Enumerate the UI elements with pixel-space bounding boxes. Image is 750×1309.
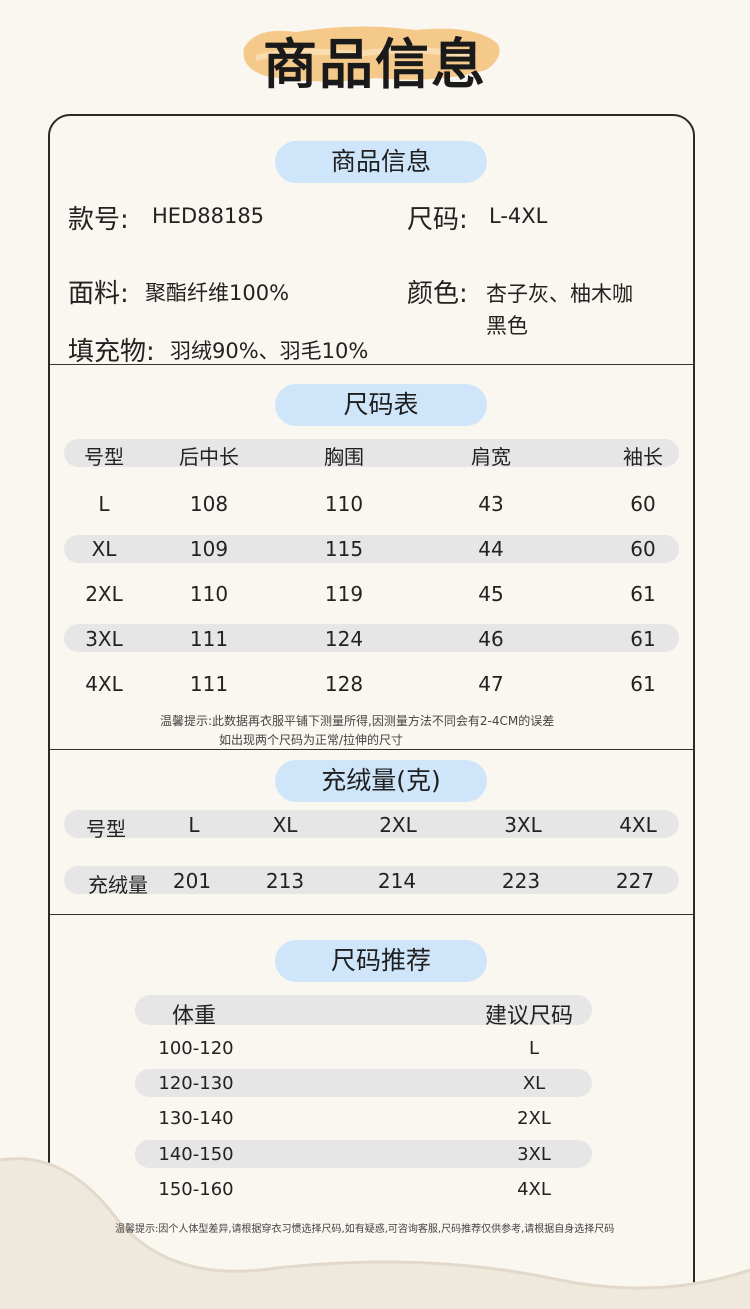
- down-fill-value: 223: [501, 869, 541, 893]
- fabric-value: 聚酯纤维100%: [145, 281, 290, 305]
- table-row: [64, 624, 679, 652]
- size-chart-cell: 61: [630, 672, 656, 696]
- down-fill-size: 3XL: [504, 813, 542, 837]
- style-number-label: 款号:: [68, 205, 129, 235]
- color-value-line1: 杏子灰、柚木咖: [486, 282, 633, 306]
- size-chart-cell: 110: [189, 582, 229, 606]
- size-chart-header: 后中长: [179, 445, 239, 469]
- size-chart-cell: 115: [324, 537, 364, 561]
- size-chart-note-line1: 温馨提示:此数据再衣服平铺下测量所得,因测量方法不同会有2-4CM的误差: [160, 714, 555, 728]
- size-chart-cell: 128: [324, 672, 364, 696]
- color-value-line2: 黑色: [486, 314, 528, 338]
- page-title: 商品信息: [263, 33, 487, 96]
- down-fill-row-label: 充绒量: [88, 873, 148, 897]
- size-chart-header: 号型: [84, 445, 124, 469]
- section-divider: [48, 364, 695, 365]
- size-chart-cell: XL: [91, 537, 117, 561]
- recommend-size: 3XL: [517, 1144, 551, 1165]
- size-chart-cell: 2XL: [85, 582, 123, 606]
- size-chart-cell: 61: [630, 582, 656, 606]
- down-fill-size: 4XL: [619, 813, 657, 837]
- page-header: 商品信息: [0, 0, 750, 100]
- size-chart-cell: 3XL: [85, 627, 123, 651]
- size-chart-cell: 111: [189, 672, 229, 696]
- recommend-size: XL: [522, 1073, 546, 1094]
- size-chart-cell: 47: [478, 672, 504, 696]
- recommend-weight: 140-150: [158, 1144, 234, 1165]
- size-chart-header: 肩宽: [471, 445, 511, 469]
- style-number-value: HED88185: [152, 204, 265, 228]
- section-divider: [48, 914, 695, 915]
- down-fill-header-bar: [64, 810, 679, 838]
- table-row: [64, 535, 679, 563]
- table-row: [135, 1069, 592, 1097]
- size-chart-header-bar: [64, 439, 679, 467]
- down-fill-size: 2XL: [379, 813, 417, 837]
- info-card: [48, 114, 695, 1309]
- size-chart-cell: 4XL: [85, 672, 123, 696]
- down-fill-size: L: [188, 813, 200, 837]
- size-chart-cell: 124: [324, 627, 364, 651]
- color-label: 颜色:: [407, 279, 468, 309]
- size-chart-cell: 119: [324, 582, 364, 606]
- size-chart-header: 袖长: [623, 445, 663, 469]
- size-chart-cell: 110: [324, 492, 364, 516]
- section-pill-down-fill: 充绒量(克): [275, 760, 487, 802]
- size-chart-cell: 109: [189, 537, 229, 561]
- recommend-weight: 120-130: [158, 1073, 234, 1094]
- recommend-note: 温馨提示:因个人体型差异,请根据穿衣习惯选择尺码,如有疑惑,可咨询客服,尺码推荐…: [115, 1224, 615, 1235]
- filling-label: 填充物:: [68, 337, 155, 367]
- section-divider: [48, 749, 695, 750]
- down-fill-value: 201: [172, 869, 212, 893]
- recommend-header-bar: [135, 995, 592, 1025]
- table-row: [135, 1140, 592, 1168]
- size-range-label: 尺码:: [407, 205, 468, 235]
- size-chart-cell: L: [98, 492, 110, 516]
- size-chart-cell: 43: [478, 492, 504, 516]
- recommend-size: 2XL: [517, 1108, 551, 1129]
- size-range-value: L-4XL: [489, 204, 548, 228]
- down-fill-header-label: 号型: [86, 817, 126, 841]
- size-chart-header: 胸围: [324, 445, 364, 469]
- section-pill-size-recommend: 尺码推荐: [275, 940, 487, 982]
- brush-stroke-decoration: [243, 26, 500, 82]
- size-chart-cell: 45: [478, 582, 504, 606]
- recommend-size: L: [528, 1038, 540, 1059]
- size-chart-cell: 111: [189, 627, 229, 651]
- filling-value: 羽绒90%、羽毛10%: [170, 339, 369, 363]
- size-chart-cell: 60: [630, 492, 656, 516]
- size-chart-cell: 46: [478, 627, 504, 651]
- size-chart-cell: 61: [630, 627, 656, 651]
- wave-decoration: [0, 1157, 750, 1309]
- recommend-size: 4XL: [517, 1179, 551, 1200]
- size-chart-cell: 108: [189, 492, 229, 516]
- down-fill-value: 214: [377, 869, 417, 893]
- down-fill-size: XL: [272, 813, 298, 837]
- down-fill-value: 213: [265, 869, 305, 893]
- recommend-weight: 150-160: [158, 1179, 234, 1200]
- recommend-weight: 100-120: [158, 1038, 234, 1059]
- fabric-label: 面料:: [68, 279, 129, 309]
- size-chart-cell: 60: [630, 537, 656, 561]
- size-chart-cell: 44: [478, 537, 504, 561]
- down-fill-value: 227: [615, 869, 655, 893]
- section-pill-product-info: 商品信息: [275, 141, 487, 183]
- size-chart-note-line2: 如出现两个尺码为正常/拉伸的尺寸: [219, 733, 404, 747]
- recommend-weight: 130-140: [158, 1108, 234, 1129]
- recommend-header-size: 建议尺码: [484, 1004, 573, 1029]
- down-fill-value-bar: [64, 866, 679, 894]
- recommend-header-weight: 体重: [171, 1004, 216, 1029]
- section-pill-size-chart: 尺码表: [275, 384, 487, 426]
